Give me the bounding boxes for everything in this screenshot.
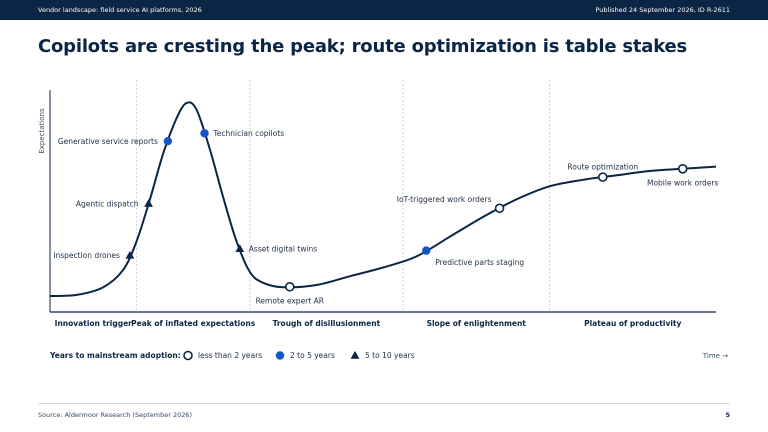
technology-markers: Inspection drones Agentic dispatch Generat… <box>53 129 718 306</box>
hype-curve <box>49 101 717 297</box>
point-route-optimization-label: Route optimization <box>567 163 638 172</box>
phase-label-slope-of-enlightenment: Slope of enlightenment <box>427 319 527 328</box>
legend-label-2to5: 2 to 5 years <box>290 351 335 360</box>
legend: Years to mainstream adoption: less than … <box>49 350 415 361</box>
phase-label-plateau-of-productivity: Plateau of productivity <box>584 319 681 328</box>
x-axis-label: Time → <box>702 352 728 360</box>
footer-divider <box>38 403 730 404</box>
phase-label-peak-of-inflated-expectations: Peak of inflated expectations <box>131 319 256 328</box>
point-generative-service-reports-marker <box>163 136 173 146</box>
page-number: 5 <box>725 411 730 419</box>
legend-label-5to10: 5 to 10 years <box>365 351 415 360</box>
point-inspection-drones-marker <box>125 250 135 259</box>
phase-label-innovation-trigger: Innovation trigger <box>55 319 133 328</box>
point-mobile-work-orders-marker <box>677 163 688 174</box>
report-context-text: Vendor landscape: field service AI platf… <box>38 6 202 14</box>
legend-title: Years to mainstream adoption: <box>49 351 181 360</box>
point-asset-digital-twins-marker <box>235 244 245 253</box>
point-asset-digital-twins-label: Asset digital twins <box>249 244 317 253</box>
point-remote-expert-ar-label: Remote expert AR <box>256 296 324 305</box>
point-generative-service-reports-label: Generative service reports <box>58 137 158 146</box>
point-predictive-parts-staging-marker <box>422 246 431 255</box>
point-mobile-work-orders-label: Mobile work orders <box>647 178 719 187</box>
point-predictive-parts-staging-label: Predictive parts staging <box>435 258 524 267</box>
point-technician-copilots-marker <box>200 129 209 138</box>
point-agentic-dispatch-label: Agentic dispatch <box>76 199 139 208</box>
point-route-optimization-marker <box>597 172 608 182</box>
legend-marker-lt2 <box>183 350 193 361</box>
publication-info-text: Published 24 September 2026, ID R-2611 <box>595 6 731 14</box>
y-axis-label: Expectations <box>38 108 46 154</box>
phase-labels: Innovation trigger Peak of inflated expec… <box>55 319 682 328</box>
source-note: Source: Aldermoor Research (September 20… <box>38 411 193 419</box>
point-iot-triggered-work-orders-label: IoT-triggered work orders <box>397 195 492 204</box>
legend-marker-2to5 <box>275 351 285 360</box>
point-inspection-drones-label: Inspection drones <box>53 251 120 260</box>
top-banner: Vendor landscape: field service AI platf… <box>0 0 768 20</box>
phase-label-trough-of-disillusionment: Trough of disillusionment <box>273 319 381 328</box>
legend-marker-5to10 <box>350 350 360 359</box>
point-iot-triggered-work-orders-marker <box>494 203 505 214</box>
point-agentic-dispatch-marker <box>144 199 153 207</box>
legend-label-lt2: less than 2 years <box>198 351 262 360</box>
point-remote-expert-ar-marker <box>284 281 295 292</box>
page-title: Copilots are cresting the peak; route op… <box>38 36 688 57</box>
point-technician-copilots-label: Technician copilots <box>213 129 285 138</box>
